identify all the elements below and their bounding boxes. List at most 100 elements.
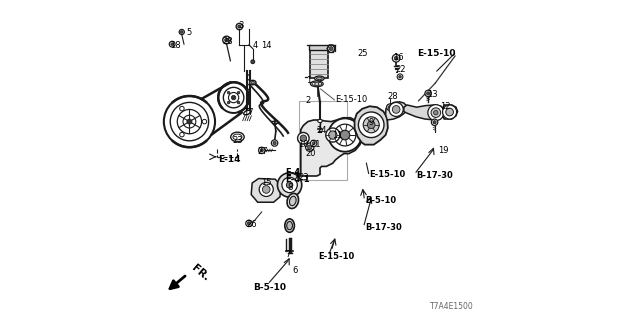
Ellipse shape xyxy=(289,196,296,206)
Circle shape xyxy=(273,141,276,145)
Circle shape xyxy=(433,121,436,124)
Text: 24: 24 xyxy=(316,126,326,135)
Circle shape xyxy=(364,117,380,133)
Ellipse shape xyxy=(317,77,323,80)
Circle shape xyxy=(237,101,240,104)
Circle shape xyxy=(312,142,316,145)
Text: 28: 28 xyxy=(223,37,233,46)
Circle shape xyxy=(399,76,401,78)
Text: 11: 11 xyxy=(332,131,342,140)
Circle shape xyxy=(397,74,403,80)
Text: FR.: FR. xyxy=(189,263,211,283)
Circle shape xyxy=(232,95,236,100)
Ellipse shape xyxy=(252,82,255,84)
Text: 3: 3 xyxy=(239,21,244,30)
Circle shape xyxy=(389,102,403,116)
Circle shape xyxy=(278,173,302,197)
Circle shape xyxy=(431,119,438,125)
Circle shape xyxy=(246,220,252,227)
Circle shape xyxy=(248,222,251,225)
Bar xyxy=(300,101,347,180)
Circle shape xyxy=(329,131,337,139)
Polygon shape xyxy=(355,106,388,145)
Text: E-4: E-4 xyxy=(285,168,300,177)
Text: 1: 1 xyxy=(306,76,311,84)
Circle shape xyxy=(180,31,183,33)
Text: B-5-10: B-5-10 xyxy=(365,196,396,205)
Text: 6: 6 xyxy=(292,266,298,275)
Circle shape xyxy=(271,140,278,146)
Ellipse shape xyxy=(315,76,324,81)
Circle shape xyxy=(307,145,312,149)
Circle shape xyxy=(227,101,230,104)
Circle shape xyxy=(443,105,457,119)
Ellipse shape xyxy=(250,80,256,85)
Circle shape xyxy=(259,182,273,196)
Ellipse shape xyxy=(244,110,250,115)
Text: E-14: E-14 xyxy=(219,155,241,164)
Polygon shape xyxy=(251,179,281,202)
Circle shape xyxy=(287,182,293,188)
Circle shape xyxy=(171,43,173,45)
Circle shape xyxy=(425,90,431,97)
Circle shape xyxy=(237,91,240,94)
Circle shape xyxy=(328,118,362,152)
Text: 28: 28 xyxy=(387,92,398,100)
Text: E-4-1: E-4-1 xyxy=(285,175,309,184)
Text: 12: 12 xyxy=(440,102,451,111)
Circle shape xyxy=(202,119,207,124)
Text: T7A4E1500: T7A4E1500 xyxy=(430,302,474,311)
Text: 2: 2 xyxy=(306,96,311,105)
Text: 21: 21 xyxy=(310,140,321,149)
Ellipse shape xyxy=(287,221,292,230)
Polygon shape xyxy=(385,102,406,120)
Text: 26: 26 xyxy=(246,220,257,229)
Text: 23: 23 xyxy=(298,173,309,182)
Text: 5: 5 xyxy=(186,28,191,36)
Circle shape xyxy=(328,45,335,52)
Text: 27: 27 xyxy=(258,147,268,156)
Circle shape xyxy=(433,110,438,115)
Text: B-17-30: B-17-30 xyxy=(365,223,401,232)
Circle shape xyxy=(259,147,265,154)
Circle shape xyxy=(392,106,400,113)
Text: 8: 8 xyxy=(287,183,292,192)
Ellipse shape xyxy=(231,132,244,142)
Text: E-15-10: E-15-10 xyxy=(417,49,456,58)
Text: 16: 16 xyxy=(393,53,404,62)
Text: E-15-10: E-15-10 xyxy=(370,170,406,179)
Circle shape xyxy=(387,104,393,110)
Circle shape xyxy=(260,149,264,152)
Circle shape xyxy=(238,25,241,28)
Circle shape xyxy=(392,54,400,62)
Ellipse shape xyxy=(287,193,299,209)
Ellipse shape xyxy=(285,219,294,232)
Text: 14: 14 xyxy=(261,41,271,50)
Polygon shape xyxy=(404,105,444,120)
Text: B-5-10: B-5-10 xyxy=(253,283,286,292)
Circle shape xyxy=(330,47,333,51)
Circle shape xyxy=(251,60,255,64)
Circle shape xyxy=(227,91,230,94)
Text: 4: 4 xyxy=(252,41,257,50)
Circle shape xyxy=(358,112,384,138)
Text: B-17-30: B-17-30 xyxy=(417,171,453,180)
Circle shape xyxy=(180,132,184,137)
Text: E-15-10: E-15-10 xyxy=(335,95,367,104)
Circle shape xyxy=(310,140,317,147)
Circle shape xyxy=(187,119,192,124)
Ellipse shape xyxy=(310,81,323,87)
Circle shape xyxy=(431,108,440,117)
Text: 22: 22 xyxy=(396,65,406,74)
Circle shape xyxy=(428,105,444,121)
Ellipse shape xyxy=(312,82,321,85)
Text: 9: 9 xyxy=(369,118,374,127)
Bar xyxy=(310,50,328,78)
Polygon shape xyxy=(442,105,458,119)
Text: 25: 25 xyxy=(357,49,368,58)
Circle shape xyxy=(446,108,453,116)
Ellipse shape xyxy=(317,119,323,123)
Text: 17: 17 xyxy=(243,108,254,116)
Circle shape xyxy=(340,130,349,140)
Text: 7: 7 xyxy=(285,250,290,259)
